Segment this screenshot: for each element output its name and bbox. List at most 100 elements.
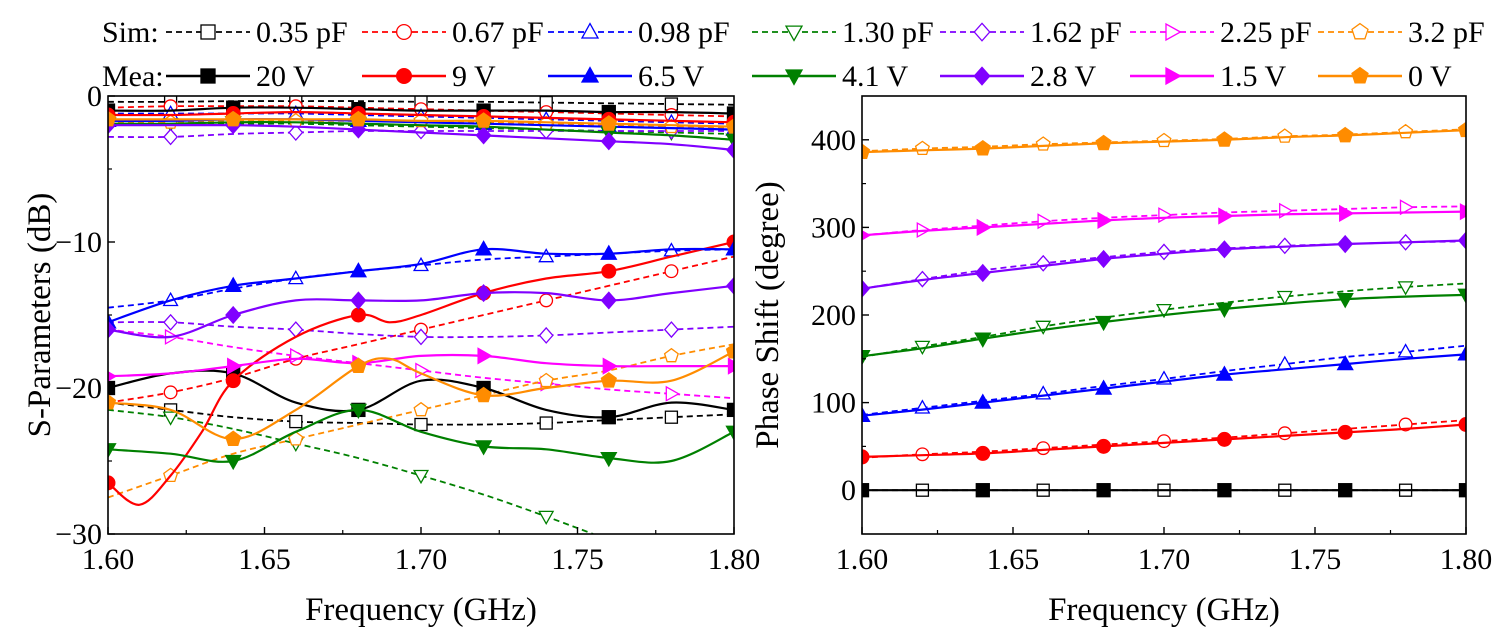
point-sim-1-30-pf-s11: [538, 510, 555, 526]
point-sim-1-30-pf: [1397, 281, 1414, 296]
series-mea-1-5-v-s11: [108, 347, 734, 382]
x-tick-label: 1.75: [551, 543, 604, 576]
line-mea-4-1-v: [862, 293, 1466, 358]
point-mea-0-v-s21: [108, 110, 117, 127]
legend-marker: [395, 23, 412, 40]
series-mea-2-8-v-s11: [108, 276, 734, 339]
point-mea-4-1-v: [862, 349, 871, 366]
point-mea-4-1-v-s11: [224, 454, 242, 471]
legend-marker: [200, 68, 216, 84]
point-mea-1-5-v: [1218, 207, 1234, 225]
legend-label: 0.67 pF: [452, 16, 544, 49]
line-mea-2-8-v-s21: [108, 124, 734, 152]
point-mea-9-v: [1216, 431, 1232, 447]
series-sim-1-30-pf-s11: [108, 409, 594, 534]
point-mea-0-v: [1337, 126, 1354, 143]
legend-marker: [580, 66, 600, 83]
x-tick-label: 1.70: [395, 543, 448, 576]
phase-shift-chart: 1.60 1.65 1.70 1.75 1.80 0 100 200 300 400 Frequen…: [750, 95, 1492, 628]
point-mea-1-5-v: [976, 218, 992, 237]
point-sim-1-62-pf-s21: [288, 124, 304, 141]
point-sim-1-62-pf-s21: [163, 128, 179, 146]
y-tick-label: −10: [55, 226, 102, 259]
sim-legend-title: Sim:: [102, 16, 159, 49]
point-mea-6-5-v-s11: [600, 244, 618, 260]
point-sim-1-30-pf: [1155, 303, 1173, 319]
point-mea-0-v-s11: [225, 430, 242, 447]
series-mea-4-1-v: [862, 288, 1466, 366]
line-mea-0-v-s21: [108, 118, 734, 128]
x-tick-label: 1.70: [1138, 543, 1191, 576]
point-mea-1-5-v-s11: [602, 357, 618, 375]
point-mea-1-5-v: [1459, 203, 1466, 221]
y-axis-title: S-Parameters (dB): [22, 193, 58, 438]
legend-marker: [973, 22, 991, 42]
point-sim-0-35-pf-s11: [664, 410, 679, 424]
legend-marker: [395, 68, 412, 85]
legend-label: 0.98 pF: [638, 16, 730, 49]
legend: Sim: 0.35 pF 0.67 pF 0.98 pF 1.30 pF 1.62 pF 2…: [102, 16, 1485, 93]
series-mea-6-5-v: [862, 345, 1466, 422]
legend-marker: [973, 66, 991, 86]
x-tick-label: 1.75: [1289, 543, 1342, 576]
series-mea-6-5-v-s11: [108, 240, 734, 329]
point-mea-6-5-v: [974, 393, 992, 409]
legend-label: 2.25 pF: [1220, 16, 1312, 49]
point-mea-2-8-v: [1337, 234, 1354, 254]
line-mea-6-5-v-s11: [108, 247, 734, 324]
series-sim-1-62-pf-s11: [108, 313, 734, 346]
mea-legend-title: Mea:: [102, 60, 164, 93]
point-sim-0-67-pf-s11: [163, 385, 178, 400]
point-mea-6-5-v: [1336, 354, 1354, 371]
series-sim-1-30-pf: [862, 281, 1466, 358]
point-mea-20-v-s11: [601, 410, 616, 425]
point-mea-2-8-v-s11: [225, 305, 242, 325]
point-mea-9-v: [862, 449, 870, 465]
point-sim-0-67-pf-s11: [664, 264, 679, 279]
point-sim-1-62-pf-s11: [163, 313, 179, 331]
point-mea-1-5-v-s11: [727, 357, 734, 375]
point-mea-2-8-v: [862, 279, 870, 298]
point-mea-2-8-v-s11: [475, 284, 492, 303]
legend-item-mea-1-5-v: 1.5 V: [1130, 60, 1286, 93]
point-mea-2-8-v: [1095, 249, 1112, 269]
point-mea-4-1-v-s11: [474, 440, 493, 456]
legend-label: 0.35 pF: [256, 16, 348, 49]
line-mea-4-1-v-s21: [108, 120, 734, 141]
series-mea-20-v: [862, 483, 1466, 498]
point-mea-2-8-v: [1216, 240, 1233, 259]
point-mea-0-v: [1216, 131, 1233, 147]
point-mea-6-5-v-s11: [224, 276, 242, 292]
y-tick-label: 100: [811, 387, 856, 420]
point-sim-2-25-pf: [1037, 213, 1052, 230]
series-sim-0-98-pf: [862, 343, 1466, 416]
legend-marker: [580, 22, 600, 39]
point-mea-20-v: [1217, 483, 1232, 498]
y-tick-label: −20: [55, 372, 102, 405]
point-mea-0-v: [974, 140, 991, 156]
point-sim-3-2-pf-s11: [413, 401, 429, 417]
point-mea-4-1-v-s11: [725, 425, 734, 441]
point-mea-2-8-v-s21: [600, 132, 617, 151]
legend-label: 4.1 V: [842, 60, 908, 93]
point-sim-3-2-pf: [1156, 132, 1172, 148]
point-mea-4-1-v-s11: [349, 403, 368, 420]
point-sim-0-67-pf-s11: [539, 293, 554, 308]
point-mea-0-v: [862, 143, 871, 160]
point-mea-1-5-v-s11: [108, 371, 118, 382]
point-sim-0-67-pf: [1157, 434, 1171, 449]
point-sim-3-2-pf: [1398, 123, 1414, 139]
point-sim-1-30-pf-s11: [412, 469, 430, 485]
point-mea-9-v: [1337, 424, 1353, 440]
y-axis-title: Phase Shift (degree): [750, 181, 786, 449]
line-mea-2-8-v-s11: [108, 284, 734, 339]
point-mea-0-v-s21: [225, 110, 242, 127]
point-mea-1-5-v: [1097, 211, 1113, 230]
point-mea-2-8-v: [1457, 231, 1466, 250]
point-mea-9-v: [1458, 417, 1466, 432]
y-tick-label: 300: [811, 211, 856, 244]
point-mea-2-8-v-s11: [108, 320, 117, 339]
point-sim-0-67-pf: [1036, 441, 1051, 456]
point-mea-1-5-v-s11: [227, 357, 243, 375]
